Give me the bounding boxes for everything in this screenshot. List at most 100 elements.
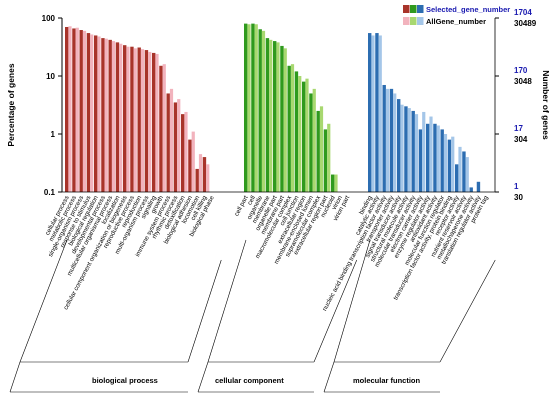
right-tick-selected: 1704: [514, 8, 532, 17]
bar-selected: [418, 129, 423, 192]
bar-all: [155, 53, 159, 192]
bar-all: [327, 123, 331, 192]
bar-selected: [316, 110, 320, 192]
legend: Selected_gene_number AllGene_number: [403, 5, 510, 26]
bar-selected: [433, 123, 437, 192]
bar-selected: [397, 99, 401, 192]
bar-selected: [244, 23, 248, 192]
right-tick-selected: 170: [514, 66, 528, 75]
bar-selected: [287, 65, 291, 192]
bar-all: [458, 146, 462, 192]
bar-selected: [426, 123, 430, 192]
right-tick-selected: 17: [514, 124, 523, 133]
bar-all: [140, 49, 145, 193]
legend-swatch: [403, 5, 410, 13]
left-tick-label: 0.1: [44, 188, 56, 197]
bar-selected: [280, 45, 284, 192]
bar-all: [119, 43, 123, 193]
bar-all: [319, 106, 324, 192]
group-bracket: [313, 259, 358, 363]
bar-selected: [440, 129, 444, 192]
group-bracket: [187, 259, 222, 363]
bar-selected: [265, 38, 270, 192]
bars: [65, 23, 481, 193]
bar-all: [198, 154, 203, 192]
bar-selected: [166, 93, 170, 192]
bar-all: [111, 41, 116, 192]
bar-all: [184, 111, 188, 192]
bar-selected: [123, 45, 127, 192]
legend-swatch: [410, 5, 417, 13]
bar-all: [407, 108, 411, 192]
bar-selected: [144, 50, 149, 192]
left-tick-label: 100: [42, 14, 56, 23]
left-tick-label: 10: [46, 72, 55, 81]
bar-all: [451, 136, 455, 192]
bar-selected: [331, 174, 335, 192]
group-bracket: [207, 239, 247, 363]
bar-all: [436, 125, 440, 192]
bar-all: [385, 88, 390, 192]
category-label: cell: [246, 195, 257, 207]
right-tick-selected: 1: [514, 182, 519, 191]
bar-all: [269, 39, 273, 193]
right-tick-labels: 1704 30489 170 3048 17 304 1 30: [495, 8, 537, 202]
bar-selected: [152, 52, 156, 192]
bar-all: [429, 116, 433, 192]
group-labels: biological process cellular component mole…: [9, 239, 496, 393]
bar-selected: [469, 187, 473, 192]
right-tick-all: 30: [514, 193, 523, 202]
bar-selected: [94, 35, 98, 192]
bar-selected: [130, 46, 134, 193]
bar-selected: [65, 26, 69, 192]
right-tick-all: 3048: [514, 77, 532, 86]
bar-all: [191, 131, 195, 192]
bar-all: [247, 24, 251, 192]
bar-selected: [411, 110, 415, 192]
bar-all: [312, 88, 316, 192]
y-axis-title-left: Percentage of genes: [6, 63, 16, 146]
bar-all: [393, 93, 397, 192]
right-tick-all: 30489: [514, 19, 537, 28]
bar-selected: [302, 81, 306, 192]
bar-all: [82, 30, 87, 192]
bar-selected: [115, 42, 120, 192]
bar-all: [254, 24, 258, 192]
bar-all: [104, 38, 108, 192]
bar-selected: [159, 65, 163, 192]
group-label: molecular function: [353, 376, 421, 385]
bar-selected: [188, 139, 192, 192]
legend-swatch: [417, 5, 424, 13]
bar-all: [75, 27, 79, 193]
bar-selected: [181, 114, 185, 192]
left-tick-label: 1: [51, 130, 56, 139]
group-bracket: [439, 259, 496, 363]
right-tick-all: 304: [514, 135, 528, 144]
bar-all: [334, 174, 338, 192]
bar-all: [290, 64, 295, 192]
bar-all: [305, 78, 309, 192]
group-bracket: [323, 361, 335, 393]
bar-selected: [108, 39, 112, 193]
bar-selected: [368, 33, 372, 193]
group-label: biological process: [92, 376, 158, 385]
bar-selected: [72, 28, 76, 193]
bar-selected: [79, 30, 83, 192]
bar-selected: [137, 47, 141, 192]
bar-selected: [404, 106, 408, 192]
group-bracket: [197, 361, 209, 393]
bar-selected: [294, 71, 299, 192]
legend-swatch: [417, 17, 424, 25]
legend-swatch: [403, 17, 410, 25]
bar-all: [298, 76, 302, 192]
group-bracket: [9, 361, 21, 393]
bar-all: [90, 34, 94, 193]
legend-label: Selected_gene_number: [426, 5, 510, 14]
bar-selected: [389, 88, 394, 192]
bar-selected: [86, 33, 91, 193]
bar-all: [378, 35, 382, 192]
bar-all: [148, 51, 152, 192]
bar-selected: [258, 29, 262, 192]
bar-selected: [202, 157, 207, 192]
bar-selected: [382, 84, 386, 192]
